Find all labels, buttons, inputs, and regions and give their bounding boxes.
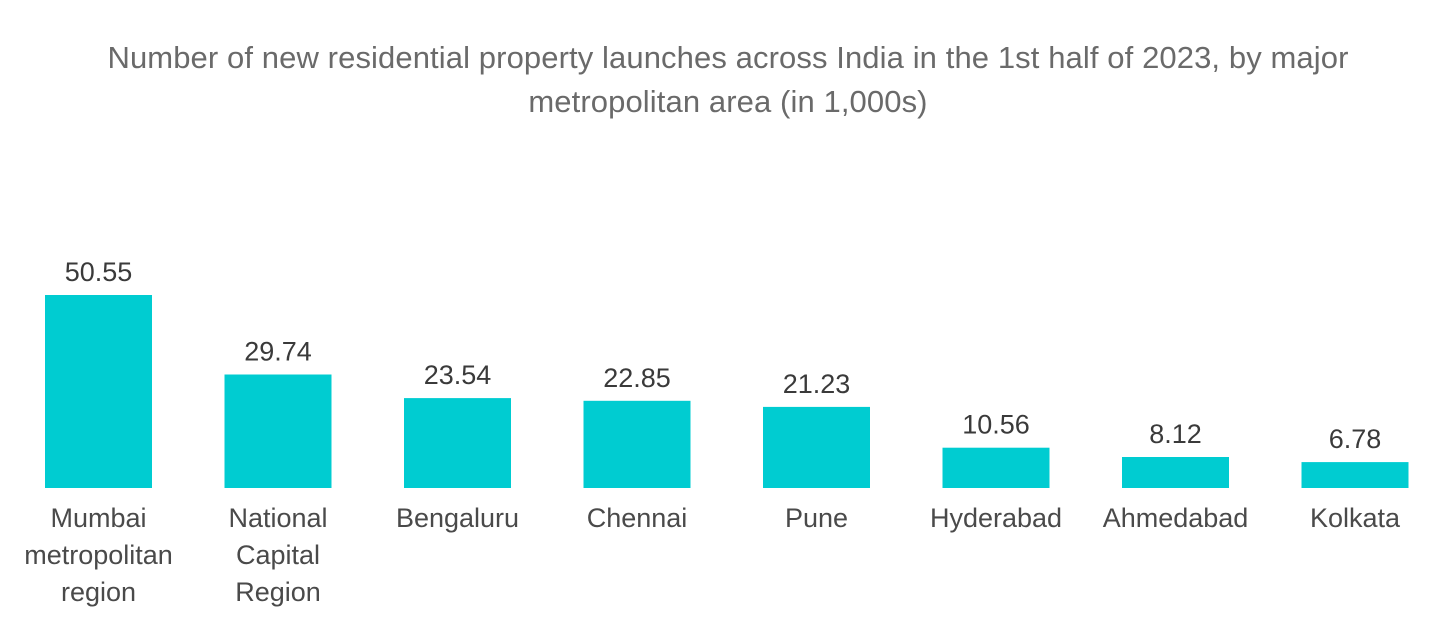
bar-4: [763, 406, 870, 488]
category-label-line: Region: [235, 577, 321, 607]
category-label-line: Hyderabad: [930, 503, 1062, 533]
category-label-line: National: [228, 503, 327, 533]
data-label-3: 22.85: [603, 363, 671, 393]
bar-7: [1301, 462, 1409, 488]
data-label-4: 21.23: [783, 369, 851, 399]
category-label-1: National Capital Region: [228, 503, 327, 607]
category-label-line: Kolkata: [1310, 503, 1401, 533]
category-label-line: region: [61, 577, 136, 607]
category-label-4: Pune: [785, 503, 848, 533]
category-label-6: Ahmedabad: [1103, 503, 1249, 533]
data-label-6: 8.12: [1149, 419, 1202, 449]
bar-1: [224, 374, 332, 488]
category-label-7: Kolkata: [1310, 503, 1401, 533]
bar-2: [404, 398, 511, 488]
chart-title: Number of new residential property launc…: [0, 36, 1456, 124]
data-label-5: 10.56: [962, 410, 1030, 440]
category-label-line: Mumbai: [50, 503, 146, 533]
category-label-line: Capital: [236, 540, 320, 570]
category-label-line: metropolitan: [24, 540, 173, 570]
chart-title-line-1: Number of new residential property launc…: [107, 40, 1349, 75]
chart-title-line-2: metropolitan area (in 1,000s): [528, 84, 928, 119]
category-label-line: Chennai: [587, 503, 688, 533]
bar-3: [583, 400, 691, 488]
data-label-0: 50.55: [65, 257, 133, 287]
category-label-line: Ahmedabad: [1103, 503, 1249, 533]
data-label-2: 23.54: [424, 360, 492, 390]
category-label-line: Bengaluru: [396, 503, 519, 533]
category-label-3: Chennai: [587, 503, 688, 533]
data-label-1: 29.74: [244, 337, 312, 367]
category-label-5: Hyderabad: [930, 503, 1062, 533]
bar-0: [45, 295, 152, 488]
data-label-7: 6.78: [1329, 424, 1382, 454]
bar-6: [1122, 457, 1229, 488]
category-label-0: Mumbai metropolitan region: [24, 503, 173, 607]
category-label-line: Pune: [785, 503, 848, 533]
bar-5: [942, 447, 1050, 488]
category-label-2: Bengaluru: [396, 503, 519, 533]
